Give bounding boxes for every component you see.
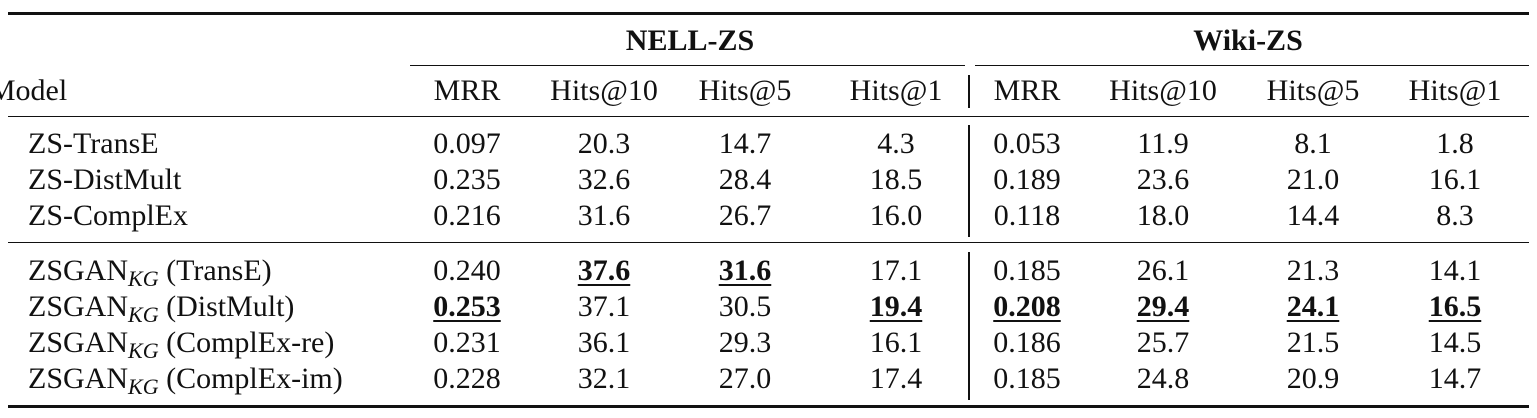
section-rule <box>8 242 1529 244</box>
column-divider <box>968 125 970 237</box>
metric-cell: 14.5 <box>1428 326 1482 359</box>
column-header: MRR <box>433 74 501 107</box>
metric-cell: 8.3 <box>1436 199 1474 232</box>
group-rule-wiki <box>975 65 1529 67</box>
column-header: MRR <box>993 74 1061 107</box>
metric-cell: 0.185 <box>993 254 1061 287</box>
metric-cell: 14.4 <box>1286 199 1340 232</box>
model-name-cell: ZSGANKG (DistMult) <box>28 290 295 327</box>
column-header: Hits@5 <box>1266 74 1360 107</box>
metric-cell: 21.3 <box>1286 254 1340 287</box>
metric-cell: 17.4 <box>869 362 923 395</box>
metric-cell: 17.1 <box>869 254 923 287</box>
metric-cell: 20.9 <box>1286 362 1340 395</box>
metric-cell: 14.1 <box>1428 254 1482 287</box>
metric-cell: 32.1 <box>577 362 631 395</box>
column-divider <box>968 75 970 108</box>
metric-cell: 29.4 <box>1136 290 1190 323</box>
metric-cell: 0.216 <box>433 199 501 232</box>
metric-cell: 24.1 <box>1286 290 1340 323</box>
metric-cell: 14.7 <box>718 127 772 160</box>
metric-cell: 16.5 <box>1428 290 1482 323</box>
model-name-cell: ZS-DistMult <box>28 163 182 196</box>
metric-cell: 11.9 <box>1137 127 1189 160</box>
model-name-cell: ZSGANKG (ComplEx-im) <box>28 362 343 399</box>
header-rule <box>8 116 1529 118</box>
column-header: Hits@10 <box>550 74 658 107</box>
metric-cell: 23.6 <box>1136 163 1190 196</box>
metric-cell: 31.6 <box>577 199 631 232</box>
column-header: Hits@1 <box>1408 74 1502 107</box>
metric-cell: 30.5 <box>718 290 772 323</box>
metric-cell: 16.0 <box>869 199 923 232</box>
metric-cell: 0.118 <box>993 199 1061 232</box>
metric-cell: 26.7 <box>718 199 772 232</box>
metric-cell: 25.7 <box>1136 326 1190 359</box>
group-header-wiki: Wiki-ZS <box>1193 24 1303 57</box>
metric-cell: 0.253 <box>433 290 501 323</box>
column-header: Hits@5 <box>698 74 792 107</box>
group-header-nell: NELL-ZS <box>625 24 755 57</box>
metric-cell: 18.0 <box>1136 199 1190 232</box>
model-name-cell: ZS-TransE <box>28 127 159 160</box>
group-rule-nell <box>410 65 965 67</box>
metric-cell: 21.0 <box>1286 163 1340 196</box>
metric-cell: 0.235 <box>433 163 501 196</box>
column-header: Hits@1 <box>849 74 943 107</box>
model-name-cell: ZSGANKG (ComplEx-re) <box>28 326 335 363</box>
column-header: Model <box>0 74 68 107</box>
metric-cell: 21.5 <box>1286 326 1340 359</box>
metric-cell: 36.1 <box>577 326 631 359</box>
metric-cell: 0.097 <box>433 127 501 160</box>
top-rule <box>8 12 1529 15</box>
metric-cell: 8.1 <box>1294 127 1332 160</box>
metric-cell: 37.6 <box>577 254 631 287</box>
model-name-cell: ZS-ComplEx <box>28 199 189 232</box>
metric-cell: 0.240 <box>433 254 501 287</box>
metric-cell: 0.053 <box>993 127 1061 160</box>
metric-cell: 0.189 <box>993 163 1061 196</box>
metric-cell: 0.228 <box>433 362 501 395</box>
metric-cell: 31.6 <box>718 254 772 287</box>
metric-cell: 4.3 <box>877 127 915 160</box>
metric-cell: 20.3 <box>577 127 631 160</box>
metric-cell: 26.1 <box>1136 254 1190 287</box>
metric-cell: 19.4 <box>869 290 923 323</box>
metric-cell: 28.4 <box>718 163 772 196</box>
metric-cell: 29.3 <box>718 326 772 359</box>
metric-cell: 16.1 <box>869 326 923 359</box>
metric-cell: 0.208 <box>993 290 1061 323</box>
metric-cell: 37.1 <box>577 290 631 323</box>
model-name-cell: ZSGANKG (TransE) <box>28 254 272 291</box>
metric-cell: 32.6 <box>577 163 631 196</box>
metric-cell: 14.7 <box>1428 362 1482 395</box>
metric-cell: 24.8 <box>1136 362 1190 395</box>
metric-cell: 0.186 <box>993 326 1061 359</box>
metric-cell: 16.1 <box>1428 163 1482 196</box>
metric-cell: 0.231 <box>433 326 501 359</box>
metric-cell: 18.5 <box>869 163 923 196</box>
metric-cell: 0.185 <box>993 362 1061 395</box>
column-divider <box>968 252 970 400</box>
bottom-rule <box>8 405 1529 408</box>
metric-cell: 1.8 <box>1436 127 1474 160</box>
column-header: Hits@10 <box>1109 74 1217 107</box>
metric-cell: 27.0 <box>718 362 772 395</box>
